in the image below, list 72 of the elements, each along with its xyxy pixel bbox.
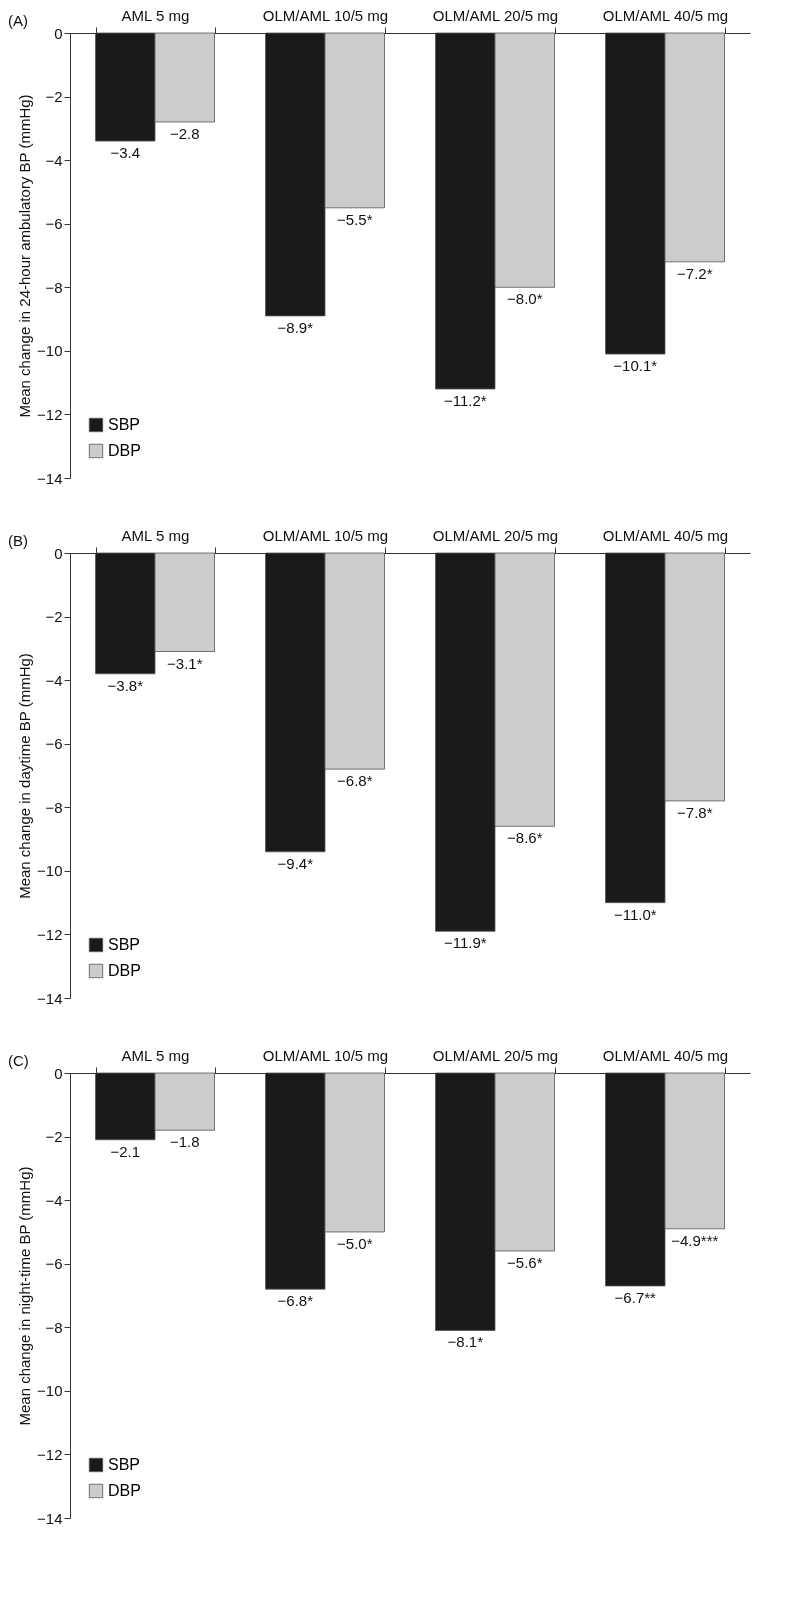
- x-tick-label: OLM/AML 10/5 mg: [262, 526, 389, 544]
- y-axis-title: Mean change in night-time BP (mmHg): [16, 1166, 34, 1426]
- data-label: −11.2*: [443, 392, 487, 409]
- y-tick-label: −14: [37, 469, 63, 487]
- data-label: −8.0*: [507, 290, 543, 308]
- legend-label: DBP: [108, 442, 141, 459]
- x-tick-label: OLM/AML 20/5 mg: [432, 526, 559, 544]
- data-label: −8.9*: [277, 318, 314, 336]
- y-tick-label: −4: [45, 151, 63, 169]
- data-label: −1.8: [169, 1133, 200, 1151]
- y-tick-label: −12: [37, 405, 63, 423]
- text: (C): [8, 1052, 29, 1069]
- y-tick-label: 0: [54, 24, 63, 42]
- y-tick-label: −12: [37, 1445, 63, 1463]
- data-label: −8.1*: [447, 1333, 484, 1351]
- legend-label: SBP: [108, 1456, 141, 1473]
- data-label: −8.6*: [507, 829, 543, 847]
- x-tick-label: AML 5 mg: [121, 6, 190, 24]
- data-label: −6.8*: [277, 1292, 314, 1310]
- data-label: −3.8*: [107, 676, 144, 694]
- y-tick-label: −4: [45, 671, 63, 689]
- data-label: −2.8: [169, 125, 200, 142]
- data-label: −5.6*: [507, 1254, 543, 1271]
- x-tick-label: AML 5 mg: [121, 1046, 190, 1064]
- data-label: −6.7**: [614, 1288, 657, 1306]
- y-axis-title: Mean change in 24-hour ambulatory BP (mmHg): [16, 94, 34, 418]
- y-axis-title: Mean change in daytime BP (mmHg): [16, 653, 34, 899]
- y-tick-label: −10: [37, 862, 63, 880]
- data-label: −5.5*: [337, 210, 373, 228]
- y-tick-label: −2: [45, 88, 63, 106]
- y-tick-label: −4: [45, 1191, 63, 1209]
- legend-label: SBP: [108, 936, 141, 953]
- y-tick-label: −10: [37, 342, 63, 360]
- y-tick-label: −2: [45, 608, 63, 626]
- data-label: −5.0*: [337, 1234, 373, 1252]
- x-tick-label: OLM/AML 20/5 mg: [432, 1046, 559, 1064]
- y-tick-label: −14: [37, 989, 63, 1007]
- x-tick-label: OLM/AML 40/5 mg: [602, 6, 729, 24]
- legend-label: SBP: [108, 416, 141, 433]
- y-tick-label: −2: [45, 1128, 63, 1146]
- legend-label: DBP: [108, 1482, 141, 1499]
- y-tick-label: −10: [37, 1382, 63, 1400]
- data-label: −3.4: [110, 144, 141, 162]
- x-tick-label: OLM/AML 40/5 mg: [602, 1046, 729, 1064]
- data-label: −11.9*: [443, 934, 487, 952]
- x-tick-label: OLM/AML 40/5 mg: [602, 526, 729, 544]
- data-label: −10.1*: [613, 357, 658, 375]
- legend-label: DBP: [108, 962, 141, 979]
- y-tick-label: −6: [45, 1255, 63, 1273]
- y-tick-label: −8: [45, 1318, 63, 1336]
- data-label: −2.1: [110, 1142, 141, 1160]
- text: (B): [8, 532, 28, 549]
- data-label: −7.8*: [677, 803, 713, 821]
- y-tick-label: 0: [54, 544, 63, 562]
- y-tick-label: −6: [45, 215, 63, 233]
- data-label: −4.9***: [671, 1231, 719, 1249]
- y-tick-label: −14: [37, 1509, 63, 1527]
- y-tick-label: −6: [45, 735, 63, 753]
- data-label: −6.8*: [337, 772, 373, 790]
- x-tick-label: OLM/AML 10/5 mg: [262, 1046, 389, 1064]
- y-tick-label: −8: [45, 278, 63, 296]
- y-tick-label: −8: [45, 798, 63, 816]
- y-tick-label: −12: [37, 925, 63, 943]
- y-tick-label: 0: [54, 1064, 63, 1082]
- x-tick-label: OLM/AML 10/5 mg: [262, 6, 389, 24]
- data-label: −3.1*: [167, 654, 203, 672]
- x-tick-label: AML 5 mg: [121, 526, 190, 544]
- data-label: −7.2*: [677, 264, 713, 282]
- data-label: −11.0*: [613, 905, 657, 923]
- text: (A): [8, 12, 28, 29]
- x-tick-label: OLM/AML 20/5 mg: [432, 6, 559, 24]
- data-label: −9.4*: [277, 854, 314, 872]
